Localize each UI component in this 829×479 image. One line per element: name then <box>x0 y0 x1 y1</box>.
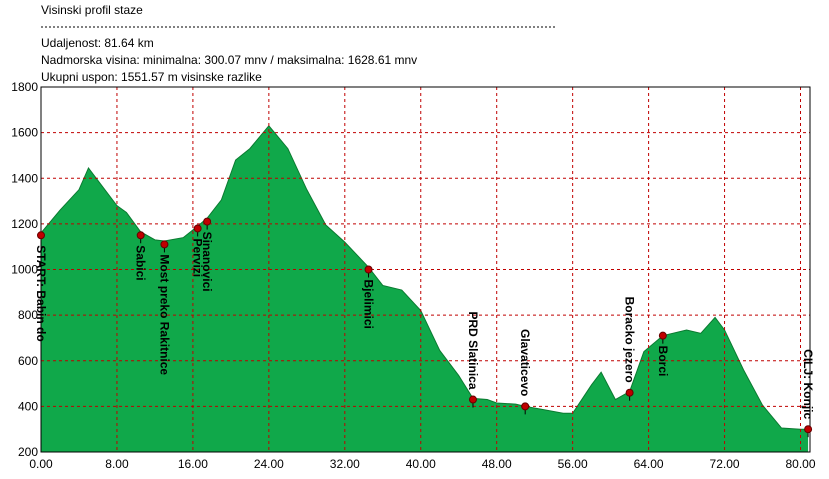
waypoint-label: CILJ: Konjic <box>801 349 815 419</box>
waypoint-label: Sinanovici <box>200 232 214 292</box>
waypoint <box>193 224 202 233</box>
waypoint <box>468 395 477 404</box>
x-tick-label: 40.00 <box>406 457 436 471</box>
waypoint-label: Pervizi <box>191 238 205 277</box>
y-tick-label: 600 <box>18 354 38 368</box>
y-tick-label: 800 <box>18 308 38 322</box>
waypoint-label: START: Babin do <box>34 245 48 341</box>
x-tick-label: 8.00 <box>105 457 129 471</box>
y-tick-label: 1000 <box>11 263 38 277</box>
x-tick-label: 72.00 <box>710 457 740 471</box>
y-tick-label: 1400 <box>11 171 38 185</box>
x-tick-label: 80.00 <box>785 457 815 471</box>
waypoint-label: Bjelimici <box>362 280 376 329</box>
page-title: Visinski profil staze <box>41 3 143 17</box>
waypoint <box>625 388 634 397</box>
plot-border <box>40 86 811 453</box>
elevation-line <box>40 124 809 430</box>
x-tick-label: 56.00 <box>558 457 588 471</box>
waypoint-label: Glavaticevo <box>518 329 532 396</box>
info-line: Ukupni uspon: 1551.57 m visinske razlike <box>41 70 262 84</box>
waypoint <box>136 231 145 240</box>
y-tick-label: 400 <box>18 399 38 413</box>
waypoint <box>658 331 667 340</box>
x-tick-label: 64.00 <box>634 457 664 471</box>
x-tick-label: 0.00 <box>29 457 53 471</box>
y-tick-label: 200 <box>18 445 38 459</box>
x-tick-label: 48.00 <box>482 457 512 471</box>
x-tick-label: 32.00 <box>330 457 360 471</box>
waypoint <box>521 402 530 411</box>
waypoint <box>364 265 373 274</box>
info-line: Udaljenost: 81.64 km <box>41 36 154 50</box>
waypoint-label: PRD Slatinica <box>466 312 480 390</box>
waypoint-label: Boracko jezero <box>623 297 637 383</box>
waypoint <box>160 240 169 249</box>
waypoint <box>804 425 813 434</box>
waypoint-label: Most preko Rakitnice <box>157 254 171 375</box>
elevation-area <box>41 125 809 452</box>
y-tick-label: 1200 <box>11 217 38 231</box>
waypoint <box>37 231 45 240</box>
x-tick-label: 16.00 <box>178 457 208 471</box>
y-tick-label: 1600 <box>11 126 38 140</box>
waypoint-label: Borci <box>656 346 670 377</box>
waypoint <box>203 217 212 226</box>
info-line: Nadmorska visina: minimalna: 300.07 mnv … <box>41 53 417 67</box>
y-tick-label: 1800 <box>11 80 38 94</box>
x-tick-label: 24.00 <box>254 457 284 471</box>
waypoint-label: Sabici <box>134 245 148 280</box>
